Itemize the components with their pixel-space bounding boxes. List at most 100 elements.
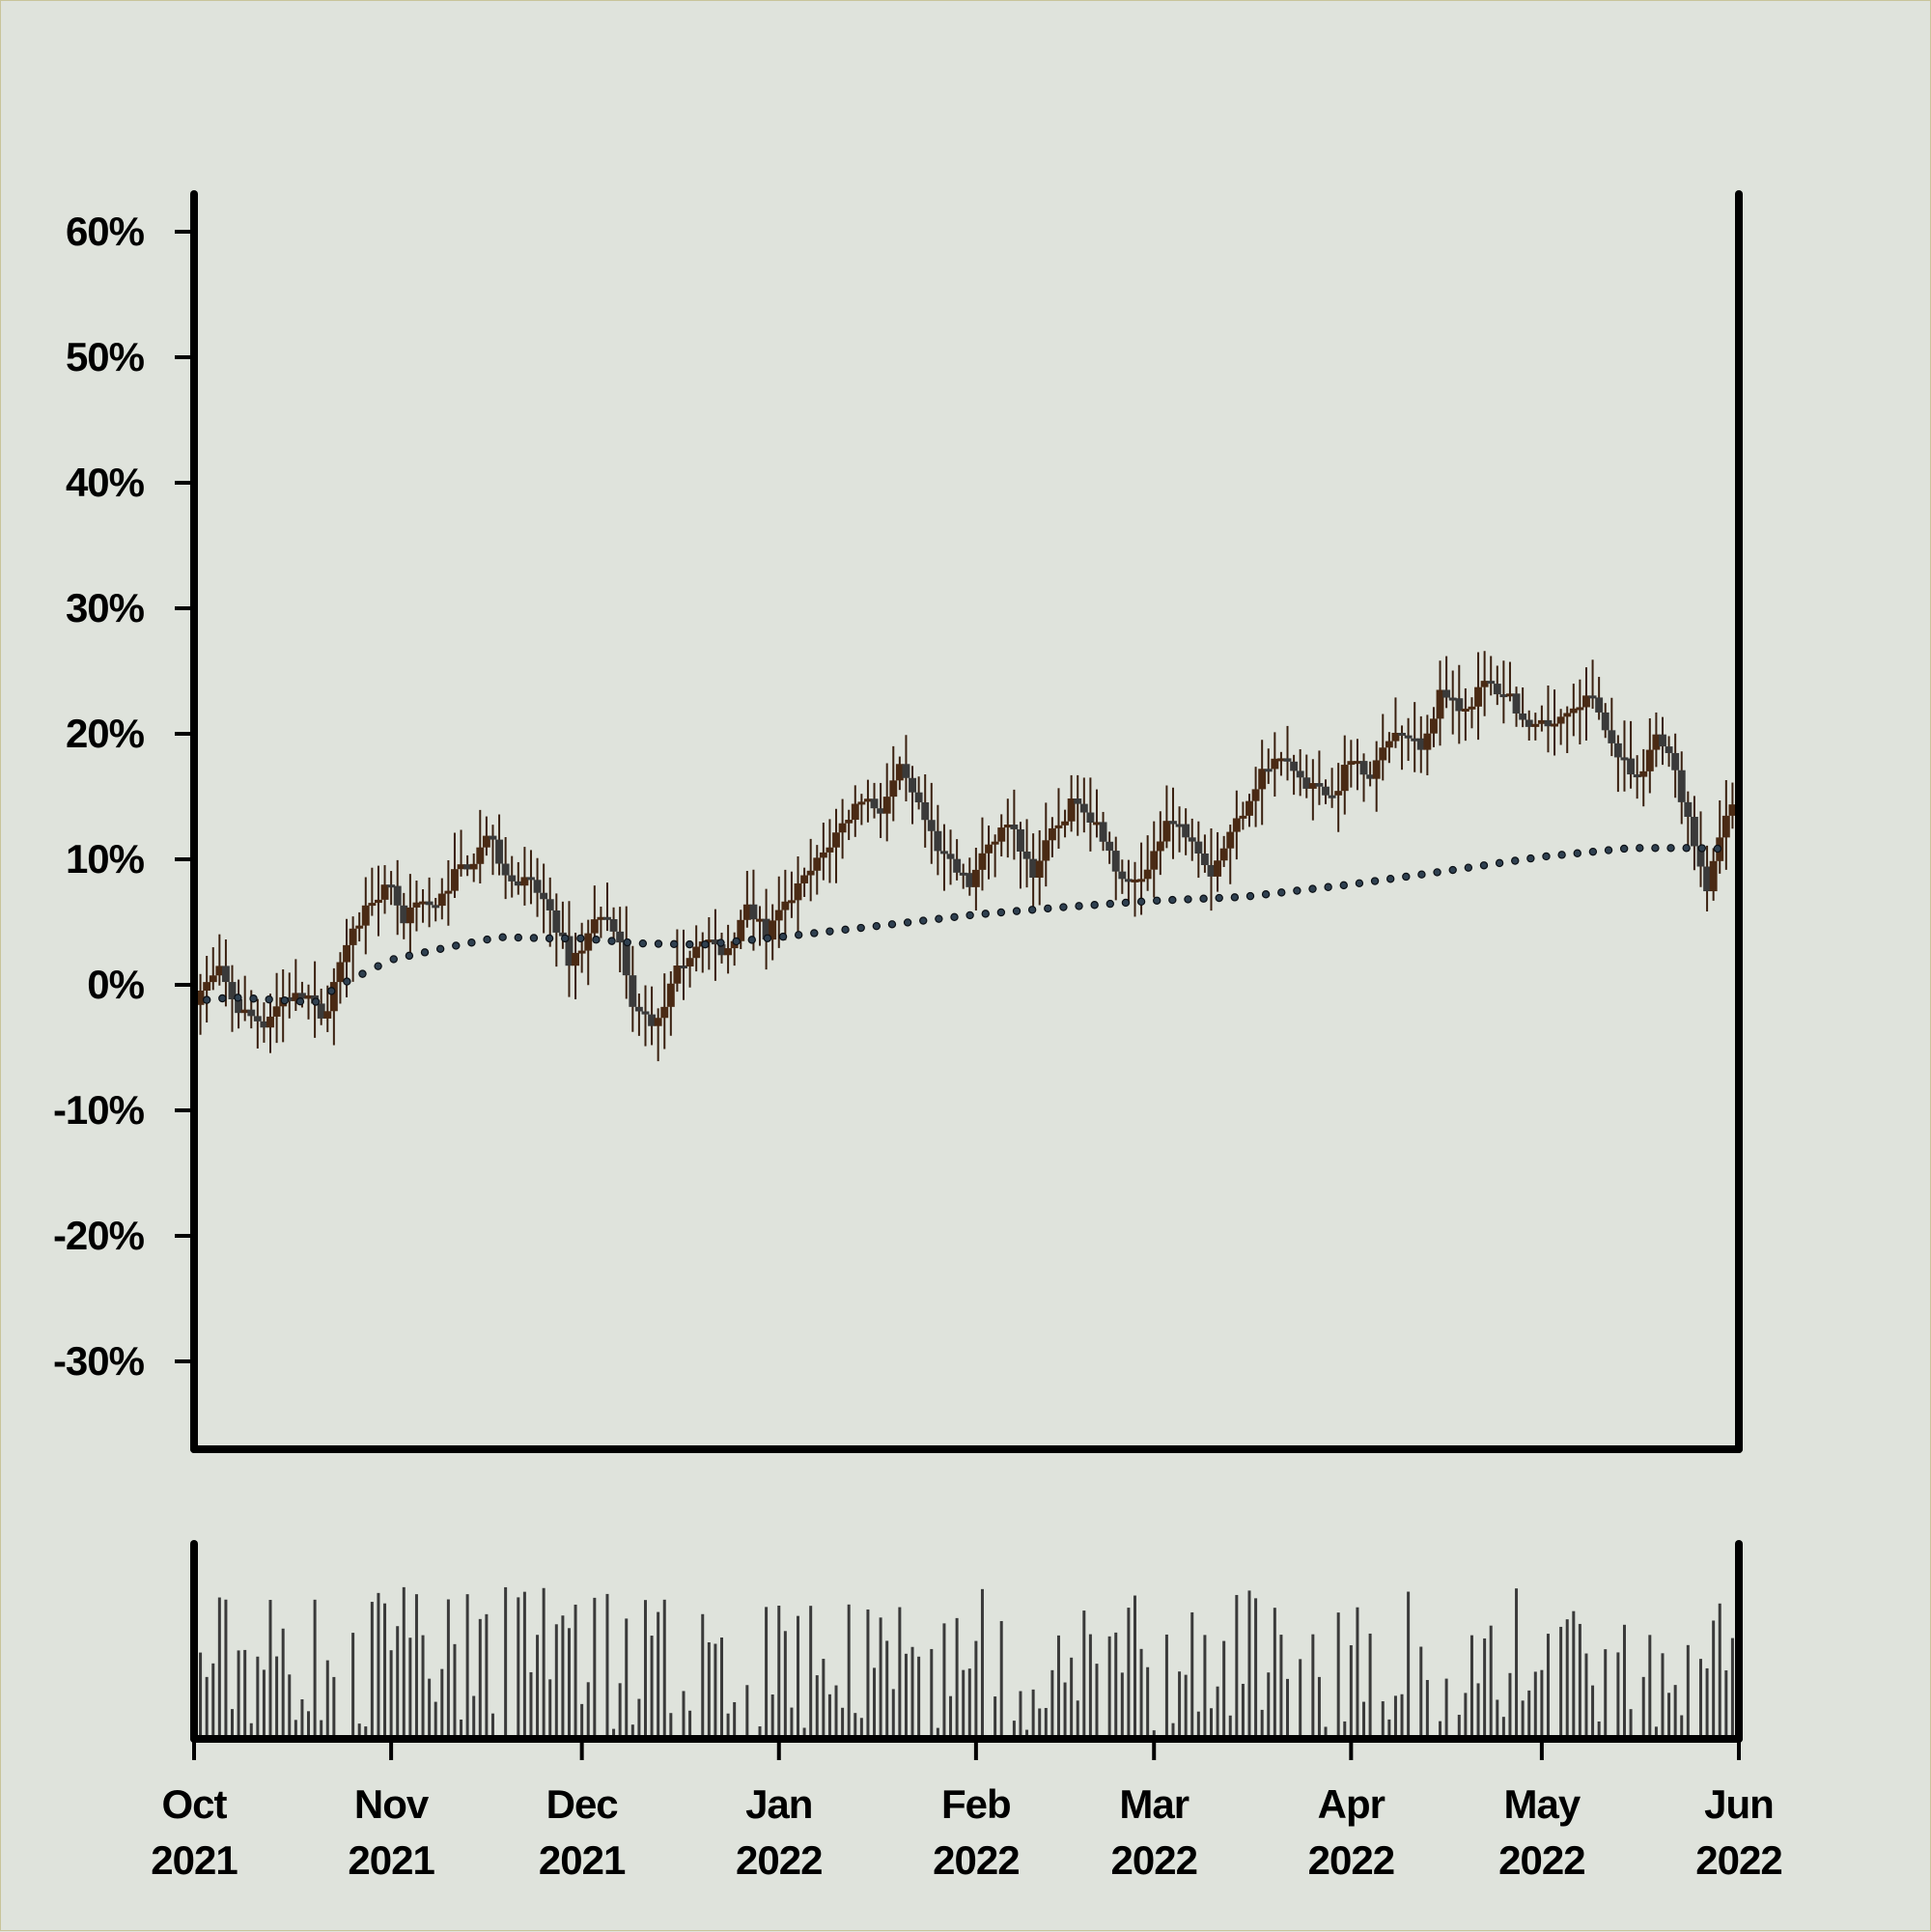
volume-bar: [1368, 1633, 1372, 1739]
candle-body: [966, 873, 974, 887]
candle-body: [634, 1006, 643, 1012]
candle-body: [742, 904, 751, 920]
candle-body: [1411, 738, 1419, 742]
candle-body: [877, 808, 885, 814]
candle-body: [228, 982, 237, 999]
candle-body: [1551, 723, 1559, 727]
candle-body: [1239, 815, 1247, 819]
volume-bar: [231, 1709, 235, 1739]
volume-bar: [1622, 1624, 1626, 1739]
candle-body: [247, 1009, 256, 1017]
moving-average-point: [1230, 893, 1240, 902]
candle-body: [1385, 741, 1393, 748]
moving-average-point: [498, 933, 507, 941]
volume-bar: [1476, 1683, 1480, 1739]
volume-bar: [1012, 1721, 1016, 1739]
candle-body: [686, 958, 694, 966]
candle-body: [1276, 758, 1285, 762]
candle-body: [1372, 760, 1381, 779]
candle-body: [781, 901, 790, 910]
volume-bar: [1311, 1634, 1315, 1739]
candle-body: [863, 798, 872, 802]
candle-body: [361, 905, 370, 926]
volume-bar: [1235, 1594, 1239, 1739]
candle-body: [1245, 800, 1253, 816]
volume-bar: [370, 1602, 374, 1739]
volume-bar: [1343, 1721, 1347, 1739]
moving-average-point: [654, 939, 663, 948]
volume-bar: [643, 1600, 647, 1739]
moving-average-point: [592, 936, 601, 944]
candle-body: [1608, 730, 1616, 743]
volume-bar: [1718, 1603, 1721, 1739]
volume-bar: [1686, 1644, 1690, 1739]
volume-bar: [1139, 1648, 1143, 1739]
candle-body: [272, 1006, 281, 1017]
candle-body: [1671, 752, 1680, 770]
candle-body: [1665, 746, 1673, 753]
volume-bar: [288, 1674, 292, 1739]
volume-bar: [1095, 1664, 1099, 1739]
candle-body: [1487, 681, 1496, 685]
candle-body: [1588, 695, 1597, 699]
volume-bar: [1076, 1700, 1079, 1739]
volume-bar: [224, 1599, 228, 1739]
candle-body: [1264, 769, 1273, 772]
volume-bar: [294, 1720, 297, 1739]
axes-frame: [190, 190, 1743, 1743]
volume-bar: [1164, 1634, 1168, 1739]
volume-bar: [809, 1606, 813, 1739]
moving-average-point: [234, 994, 242, 1002]
candle-body: [552, 910, 561, 933]
volume-bar: [930, 1648, 934, 1739]
candle-body: [1512, 693, 1521, 714]
y-tick-label: 30%: [66, 585, 145, 630]
candle-body: [813, 857, 822, 871]
moving-average-point: [1651, 844, 1660, 853]
candle-body: [991, 841, 999, 845]
moving-average-point: [607, 937, 616, 945]
y-tick-label: -20%: [53, 1213, 145, 1258]
volume-bar: [1247, 1590, 1251, 1739]
volume-bar: [1031, 1689, 1035, 1739]
candle-body: [1493, 684, 1501, 695]
volume-bar: [1565, 1619, 1569, 1739]
candle-body: [1118, 871, 1127, 880]
volume-bar: [1082, 1610, 1086, 1739]
volume-bar: [770, 1694, 774, 1739]
candle-body: [463, 864, 472, 870]
volume-bar: [1114, 1632, 1118, 1739]
volume-bar: [536, 1635, 540, 1739]
volume-bar: [325, 1660, 329, 1739]
moving-average-point: [295, 997, 305, 1006]
candle-body: [590, 919, 599, 934]
volume-bar: [1184, 1674, 1188, 1739]
candle-body: [1156, 841, 1164, 852]
candle-body: [1296, 770, 1304, 778]
candle-body: [1143, 869, 1152, 880]
volume-bar: [1469, 1635, 1473, 1739]
candle-body: [946, 854, 955, 859]
moving-average-point: [1277, 888, 1286, 897]
moving-average-point: [1136, 897, 1146, 907]
candle-body: [1322, 786, 1329, 796]
moving-average-point: [701, 939, 710, 949]
moving-average-point: [872, 921, 882, 931]
moving-average-point: [467, 938, 476, 947]
moving-average-point: [1402, 872, 1411, 882]
candle-body: [851, 803, 859, 821]
candle-body: [597, 916, 605, 920]
volume-bar: [1286, 1678, 1290, 1739]
volume-bar: [955, 1617, 959, 1739]
moving-average-point: [1713, 844, 1722, 854]
candle-body: [838, 823, 847, 833]
candle-body: [1461, 708, 1469, 712]
candle-body: [1283, 758, 1292, 762]
volume-bar: [637, 1698, 641, 1739]
candle-body: [1029, 858, 1038, 879]
candle-body: [1728, 804, 1737, 816]
candle-body: [654, 1018, 662, 1026]
candle-body: [260, 1021, 268, 1028]
candle-body: [660, 1006, 669, 1019]
volume-bar: [669, 1713, 673, 1739]
